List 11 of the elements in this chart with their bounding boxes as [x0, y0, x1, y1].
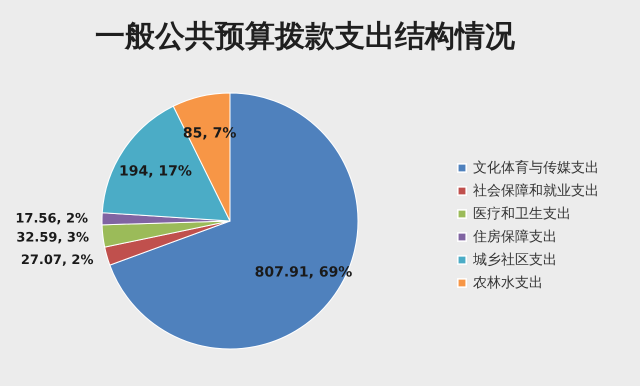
data-label: 32.59, 3% [16, 230, 89, 246]
legend-label: 文化体育与传媒支出 [473, 159, 599, 176]
data-label: 194, 17% [119, 163, 192, 180]
legend-label: 农林水支出 [473, 275, 543, 291]
legend-label: 城乡社区支出 [472, 252, 557, 268]
data-label: 27.07, 2% [20, 253, 94, 268]
legend-label: 住房保障支出 [472, 229, 557, 245]
legend-label: 医疗和卫生支出 [473, 206, 571, 222]
chart-title: 一般公共预算拨款支出结构情况 [95, 19, 516, 54]
data-label: 17.56, 2% [15, 212, 88, 227]
legend-label: 社会保障和就业支出 [473, 183, 599, 199]
